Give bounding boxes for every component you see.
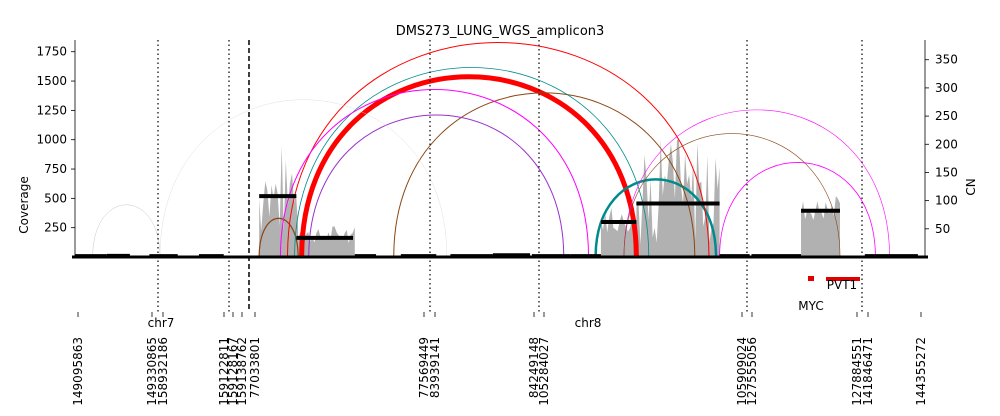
- position-tick-label: 159128167: [226, 337, 240, 406]
- position-tick-label: 105284027: [537, 337, 551, 406]
- y-right-tick-label: 350: [935, 53, 958, 67]
- y-right-tick-label: 200: [935, 137, 958, 151]
- chart-title: DMS273_LUNG_WGS_amplicon3: [396, 24, 605, 39]
- y-right-tick-label: 100: [935, 194, 958, 208]
- y-axis-left-label: Coverage: [17, 176, 31, 234]
- chromosome-label: chr7: [148, 316, 175, 330]
- position-tick-label: 77033801: [248, 337, 262, 398]
- position-tick-label: 159122811: [217, 337, 231, 406]
- chromosome-label: chr8: [575, 316, 602, 330]
- coverage-histogram: [636, 139, 720, 257]
- gene-track: MYC PVT1: [798, 276, 860, 313]
- y-right-tick-label: 250: [935, 109, 958, 123]
- gene-marker-myc: [808, 276, 814, 281]
- y-left-tick-label: 1500: [36, 74, 67, 88]
- position-tick-label: 159138762: [235, 337, 249, 406]
- position-tick-label: 141846471: [861, 337, 875, 406]
- breakpoint-arc: [294, 67, 650, 258]
- breakpoint-arc: [279, 89, 590, 258]
- copy-number-segments-layer: [75, 194, 918, 259]
- coverage-histogram: [801, 196, 840, 257]
- position-tick-label: 77569449: [417, 337, 431, 398]
- axes-layer: 250 500 750 1000 1250 1500 1750 50 100 150 200 250 3…: [36, 40, 958, 330]
- breakpoint-arc: [393, 92, 696, 258]
- y-left-tick-label: 1250: [36, 103, 67, 117]
- y-right-tick-label: 150: [935, 165, 958, 179]
- position-tick-label: 83939141: [428, 337, 442, 398]
- position-tick-label: 127884551: [850, 337, 864, 406]
- coverage-histogram: [259, 145, 299, 257]
- position-tick-label: 158932186: [156, 337, 170, 406]
- y-left-tick-label: 1750: [36, 45, 67, 59]
- chromosome-dividers-layer: [157, 40, 863, 312]
- breakpoint-arc: [258, 217, 299, 258]
- position-tick-label: 149330865: [145, 337, 159, 406]
- breakpoint-arc: [308, 114, 565, 258]
- y-left-tick-label: 750: [44, 162, 67, 176]
- y-left-tick-label: 500: [44, 191, 67, 205]
- y-right-tick-label: 300: [935, 81, 958, 95]
- y-axis-right-label: CN: [964, 178, 978, 195]
- position-tick-label: 105909024: [735, 337, 749, 406]
- breakpoint-arc: [299, 74, 639, 258]
- position-tick-label: 149095863: [71, 337, 85, 406]
- position-tick-label: 144355272: [914, 337, 928, 406]
- breakpoint-arc: [719, 162, 876, 258]
- gene-label-pvt1: PVT1: [827, 278, 857, 292]
- gene-label-myc: MYC: [798, 299, 823, 313]
- position-tick-label: 127555056: [745, 337, 759, 406]
- y-right-tick-label: 50: [935, 222, 950, 236]
- breakpoint-arc: [92, 204, 161, 258]
- breakpoint-arcs-layer: [92, 42, 890, 258]
- y-left-tick-label: 250: [44, 221, 67, 235]
- coverage-histogram: [600, 207, 637, 257]
- y-left-tick-label: 1000: [36, 133, 67, 147]
- coverage-histogram: [298, 226, 355, 257]
- position-tick-label: 84249148: [527, 337, 541, 398]
- gene-marker-pvt1: [826, 277, 860, 281]
